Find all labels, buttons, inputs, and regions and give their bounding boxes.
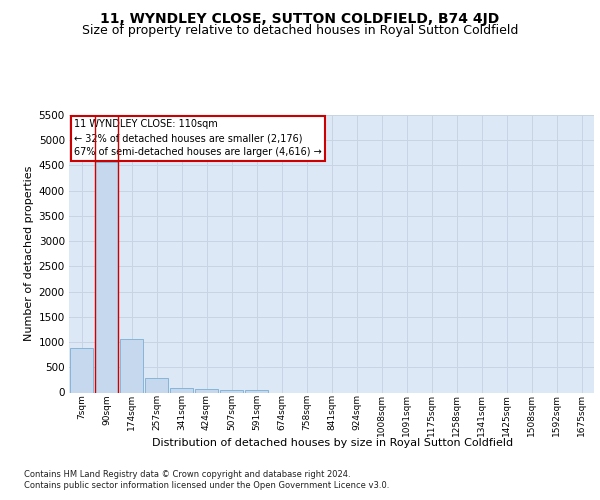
Bar xyxy=(245,390,268,392)
Text: Size of property relative to detached houses in Royal Sutton Coldfield: Size of property relative to detached ho… xyxy=(82,24,518,37)
Bar xyxy=(195,388,218,392)
Bar xyxy=(120,339,143,392)
Text: 11 WYNDLEY CLOSE: 110sqm
← 32% of detached houses are smaller (2,176)
67% of sem: 11 WYNDLEY CLOSE: 110sqm ← 32% of detach… xyxy=(74,119,322,157)
Bar xyxy=(170,388,193,392)
Text: Distribution of detached houses by size in Royal Sutton Coldfield: Distribution of detached houses by size … xyxy=(152,438,514,448)
Text: Contains HM Land Registry data © Crown copyright and database right 2024.: Contains HM Land Registry data © Crown c… xyxy=(24,470,350,479)
Bar xyxy=(70,348,93,393)
Bar xyxy=(95,162,118,392)
Text: Contains public sector information licensed under the Open Government Licence v3: Contains public sector information licen… xyxy=(24,481,389,490)
Bar xyxy=(145,378,168,392)
Y-axis label: Number of detached properties: Number of detached properties xyxy=(25,166,34,342)
Bar xyxy=(220,390,243,392)
Text: 11, WYNDLEY CLOSE, SUTTON COLDFIELD, B74 4JD: 11, WYNDLEY CLOSE, SUTTON COLDFIELD, B74… xyxy=(100,12,500,26)
